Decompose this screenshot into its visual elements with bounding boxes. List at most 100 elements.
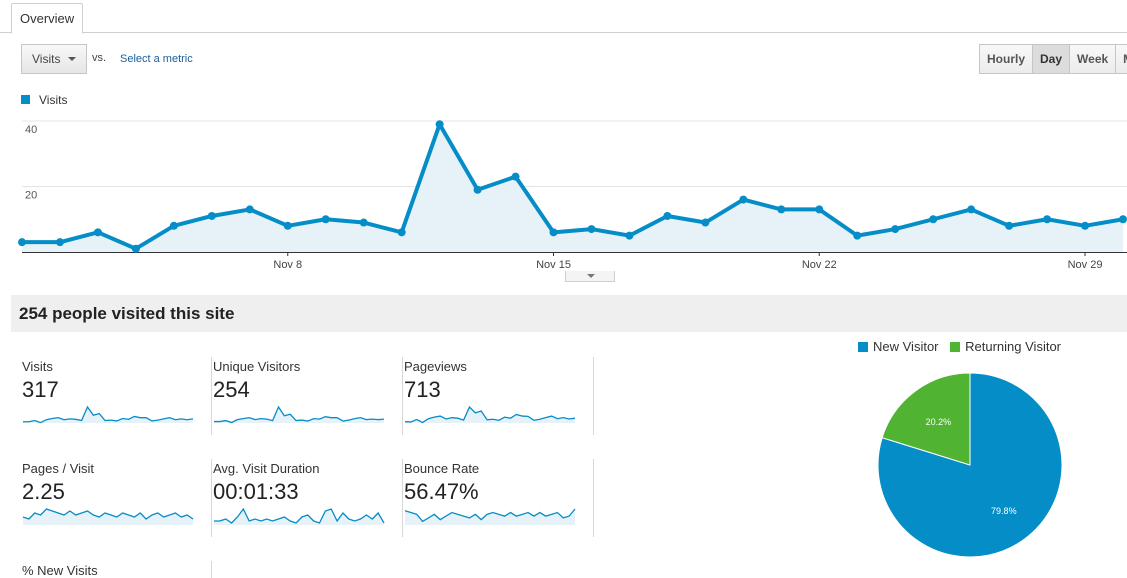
metric-value: 713 <box>404 377 441 402</box>
visits-point[interactable] <box>359 218 368 227</box>
chevron-down-icon <box>68 57 76 61</box>
metric-label: Pageviews <box>404 359 467 374</box>
collapse-chart-handle[interactable] <box>565 271 615 282</box>
visits-point[interactable] <box>853 231 862 240</box>
tab-overview[interactable]: Overview <box>11 3 84 34</box>
metric-card-pages-per-visit[interactable]: Pages / Visit 2.25 <box>22 459 212 537</box>
sparkline-line <box>214 405 385 424</box>
summary-headline: 254 people visited this site <box>11 295 1127 332</box>
visits-point[interactable] <box>169 221 178 230</box>
metric-card-visits[interactable]: Visits 317 <box>22 357 212 435</box>
sparkline <box>22 508 194 525</box>
visits-point[interactable] <box>397 228 406 237</box>
divider <box>211 459 212 537</box>
metric-card-unique-visitors[interactable]: Unique Visitors 254 <box>213 357 403 435</box>
granularity-week-button[interactable]: Week <box>1069 44 1117 74</box>
visits-point[interactable] <box>701 218 710 227</box>
select-metric-link[interactable]: Select a metric <box>120 53 193 65</box>
visits-point[interactable] <box>473 185 482 194</box>
visits-series-line <box>22 122 1124 251</box>
metric-card-avg-visit-duration[interactable]: Avg. Visit Duration 00:01:33 <box>213 459 403 537</box>
visits-point[interactable] <box>663 211 672 220</box>
metric-card-new-visits[interactable]: % New Visits <box>22 561 212 578</box>
metric-card-bounce-rate[interactable]: Bounce Rate 56.47% <box>404 459 594 537</box>
sparkline-area <box>23 407 193 423</box>
granularity-day-button[interactable]: Day <box>1032 44 1071 74</box>
sparkline-line <box>404 508 576 523</box>
x-tick-label: Nov 22 <box>802 259 837 271</box>
tab-bar: Overview <box>0 0 1127 34</box>
visits-chart: 20 40 Nov 8 Nov 15 Nov 22 Nov 29 <box>18 120 1127 271</box>
sparkline <box>214 507 385 525</box>
metric-value: 00:01:33 <box>213 479 299 504</box>
divider <box>593 459 594 537</box>
sparkline-area <box>405 407 575 423</box>
metric-label: Visits <box>22 359 53 374</box>
visits-point[interactable] <box>18 238 26 247</box>
sparkline-area <box>214 509 384 525</box>
visits-point[interactable] <box>587 225 596 234</box>
y-tick-label: 40 <box>25 124 37 136</box>
sparkline-area <box>405 509 575 525</box>
visits-point[interactable] <box>55 238 64 247</box>
legend-swatch-visits <box>21 95 30 104</box>
legend-label: Returning Visitor <box>965 339 1062 354</box>
visits-point[interactable] <box>929 215 938 224</box>
pie-legend: New Visitor Returning Visitor <box>858 339 1069 354</box>
visits-point[interactable] <box>739 195 748 204</box>
visits-area <box>22 124 1123 252</box>
visits-point[interactable] <box>321 215 330 224</box>
visits-point[interactable] <box>967 205 976 214</box>
legend-label-visits: Visits <box>39 93 68 107</box>
visits-point[interactable] <box>891 225 900 234</box>
sparkline-area <box>214 407 384 423</box>
metric-value: 254 <box>213 377 250 402</box>
granularity-hourly-button[interactable]: Hourly <box>979 44 1034 74</box>
pie-slice-label: 79.8% <box>991 506 1017 516</box>
legend-item-new-visitor[interactable]: New Visitor <box>858 339 939 354</box>
visits-point[interactable] <box>1119 215 1127 224</box>
visits-point[interactable] <box>245 205 254 214</box>
sparkline-line <box>214 507 385 524</box>
sparkline <box>404 508 576 525</box>
metric-value: 2.25 <box>22 479 65 504</box>
metric-label: % New Visits <box>22 563 98 578</box>
visits-point[interactable] <box>511 172 520 181</box>
visitor-type-pie: 79.8% 20.2% <box>877 372 1063 558</box>
visits-point[interactable] <box>1005 221 1014 230</box>
sparkline-line <box>404 405 576 424</box>
x-tick-label: Nov 8 <box>273 259 302 271</box>
visits-point[interactable] <box>207 211 216 220</box>
metric-label: Avg. Visit Duration <box>213 461 320 476</box>
visits-point[interactable] <box>435 120 444 129</box>
divider <box>402 459 403 537</box>
y-tick-label: 20 <box>25 190 37 202</box>
visits-point[interactable] <box>131 244 140 253</box>
sparkline-line <box>22 508 194 520</box>
metric-label: Unique Visitors <box>213 359 301 374</box>
sparkline <box>23 405 194 424</box>
visits-point[interactable] <box>1081 221 1090 230</box>
legend-item-returning-visitor[interactable]: Returning Visitor <box>950 339 1061 354</box>
sparkline <box>404 405 576 424</box>
legend-label: New Visitor <box>873 339 939 354</box>
metric-card-pageviews[interactable]: Pageviews 713 <box>404 357 594 435</box>
visits-point[interactable] <box>549 228 558 237</box>
visits-point[interactable] <box>93 228 102 237</box>
metric-dropdown-label: Visits <box>32 52 61 66</box>
metric-dropdown[interactable]: Visits <box>21 44 87 74</box>
visits-point[interactable] <box>1043 215 1052 224</box>
visits-point[interactable] <box>777 205 786 214</box>
chart-legend: Visits <box>21 93 67 107</box>
granularity-toggle: Hourly Day Week M <box>979 44 1127 74</box>
metric-value: 317 <box>22 377 59 402</box>
granularity-month-button[interactable]: M <box>1115 44 1127 74</box>
sparkline <box>214 405 385 424</box>
divider <box>593 357 594 435</box>
x-tick-label: Nov 29 <box>1068 259 1103 271</box>
visits-point[interactable] <box>815 205 824 214</box>
visits-point[interactable] <box>625 231 634 240</box>
visits-point[interactable] <box>283 221 292 230</box>
metric-label: Pages / Visit <box>22 461 95 476</box>
pie-slice-returning-visitor[interactable] <box>881 372 971 466</box>
